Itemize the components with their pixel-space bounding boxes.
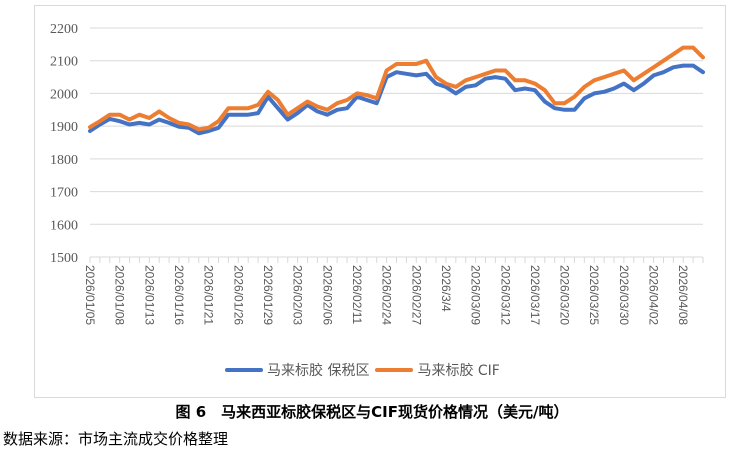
x-tick-label: 2026/01/08	[113, 265, 127, 325]
series-line-cif	[88, 45, 705, 132]
line-chart-plot: 1500 1600 1700 1800 1900 2000 2100 2200 2026/01…	[50, 22, 705, 325]
chart-legend: 马来标胶 保税区 马来标胶 CIF	[225, 360, 506, 380]
x-tick-label: 2026/01/05	[83, 265, 97, 325]
data-source-note: 数据来源：市场主流成交价格整理	[3, 430, 229, 448]
x-tick-label: 2026/03/09	[469, 265, 483, 325]
x-tick-label: 2026/01/13	[142, 265, 156, 325]
x-tick-label: 2026/3/4	[439, 265, 453, 312]
x-tick-label: 2026/02/24	[380, 265, 394, 325]
x-tick-label: 2026/04/08	[676, 265, 690, 325]
x-tick-label: 2026/04/02	[647, 265, 661, 325]
x-tick-label: 2026/03/25	[587, 265, 601, 325]
y-tick-label: 1600	[50, 218, 78, 233]
y-tick-label: 1800	[50, 153, 78, 168]
x-axis: 2026/01/05 2026/01/08 2026/01/13 2026/01/16…	[83, 257, 704, 325]
y-tick-label: 1500	[50, 251, 78, 266]
legend-swatch-blue	[225, 368, 263, 372]
x-tick-label: 2026/03/12	[498, 265, 512, 325]
legend-label: 马来标胶 CIF	[417, 363, 500, 379]
x-tick-label: 2026/02/03	[291, 265, 305, 325]
chart-frame	[34, 5, 726, 398]
x-tick-label: 2026/01/26	[231, 265, 245, 325]
x-tick-label: 2026/03/30	[617, 265, 631, 325]
legend-swatch-orange	[375, 368, 414, 372]
x-tick-label: 2026/02/06	[320, 265, 334, 325]
series-lines	[88, 45, 705, 136]
x-tick-label: 2026/03/17	[528, 265, 542, 325]
y-tick-label: 1900	[50, 120, 78, 135]
legend-item-cif: 马来标胶 CIF	[375, 360, 500, 380]
x-tick-label: 2026/01/29	[261, 265, 275, 325]
legend-label: 马来标胶 保税区	[267, 363, 370, 379]
series-line-bonded	[88, 63, 705, 136]
legend-item-bonded: 马来标胶 保税区	[225, 360, 369, 380]
y-tick-label: 2100	[50, 55, 78, 70]
x-tick-label: 2026/02/27	[409, 265, 423, 325]
x-tick-label: 2026/01/16	[172, 265, 186, 325]
y-tick-label: 2200	[50, 22, 78, 37]
y-axis-labels: 1500 1600 1700 1800 1900 2000 2100 2200	[50, 22, 78, 266]
x-tick-label: 2026/01/21	[202, 265, 216, 325]
x-tick-label: 2026/03/20	[558, 265, 572, 325]
y-tick-label: 1700	[50, 186, 78, 201]
figure-caption: 图 6 马来西亚标胶保税区与CIF现货价格情况（美元/吨）	[175, 403, 569, 421]
y-tick-label: 2000	[50, 87, 78, 102]
x-tick-label: 2026/02/11	[350, 265, 364, 324]
